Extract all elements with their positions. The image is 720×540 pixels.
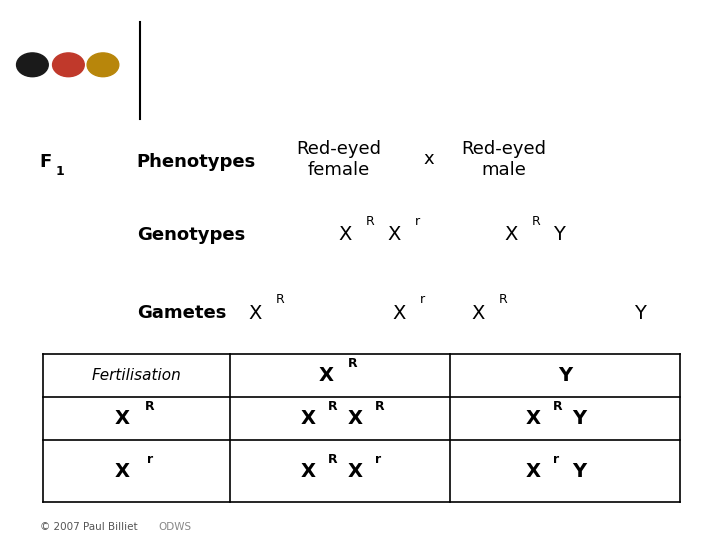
Text: r: r (553, 453, 559, 466)
Text: X: X (504, 225, 518, 245)
Text: Y: Y (558, 366, 572, 385)
Text: female: female (307, 161, 369, 179)
Text: R: R (276, 293, 284, 306)
Text: R: R (553, 400, 562, 413)
Text: r: r (420, 293, 425, 306)
Text: F: F (40, 153, 52, 171)
Text: Gametes: Gametes (137, 304, 226, 322)
Text: X: X (248, 303, 262, 323)
Text: Genotypes: Genotypes (137, 226, 245, 244)
Text: Y: Y (634, 303, 645, 323)
Text: R: R (375, 400, 384, 413)
Circle shape (87, 53, 119, 77)
Circle shape (17, 53, 48, 77)
Text: ODWS: ODWS (158, 522, 192, 531)
Text: r: r (375, 453, 381, 466)
Text: Fertilisation: Fertilisation (92, 368, 181, 383)
Text: X: X (301, 462, 315, 481)
Text: Y: Y (572, 409, 587, 428)
Text: X: X (115, 462, 130, 481)
Text: R: R (531, 215, 540, 228)
Text: X: X (526, 462, 541, 481)
Text: male: male (482, 161, 526, 179)
Text: X: X (115, 409, 130, 428)
Text: X: X (318, 366, 333, 385)
Text: 1: 1 (55, 165, 64, 178)
Text: X: X (338, 225, 352, 245)
Text: Y: Y (572, 462, 587, 481)
Text: Phenotypes: Phenotypes (137, 153, 256, 171)
Text: R: R (499, 293, 508, 306)
Text: © 2007 Paul Billiet: © 2007 Paul Billiet (40, 522, 140, 531)
Circle shape (53, 53, 84, 77)
Text: R: R (328, 400, 338, 413)
Text: X: X (301, 409, 315, 428)
Text: Red-eyed: Red-eyed (462, 139, 546, 158)
Text: X: X (472, 303, 485, 323)
Text: Y: Y (553, 225, 564, 245)
Text: x: x (423, 150, 433, 168)
Text: r: r (415, 215, 420, 228)
Text: X: X (392, 303, 406, 323)
Text: X: X (387, 225, 401, 245)
Text: X: X (348, 462, 362, 481)
Text: r: r (147, 453, 153, 466)
Text: Red-eyed: Red-eyed (296, 139, 381, 158)
Text: X: X (348, 409, 362, 428)
Text: R: R (328, 453, 338, 466)
Text: R: R (145, 400, 155, 413)
Text: R: R (348, 357, 358, 370)
Text: R: R (366, 215, 374, 228)
Text: X: X (526, 409, 541, 428)
